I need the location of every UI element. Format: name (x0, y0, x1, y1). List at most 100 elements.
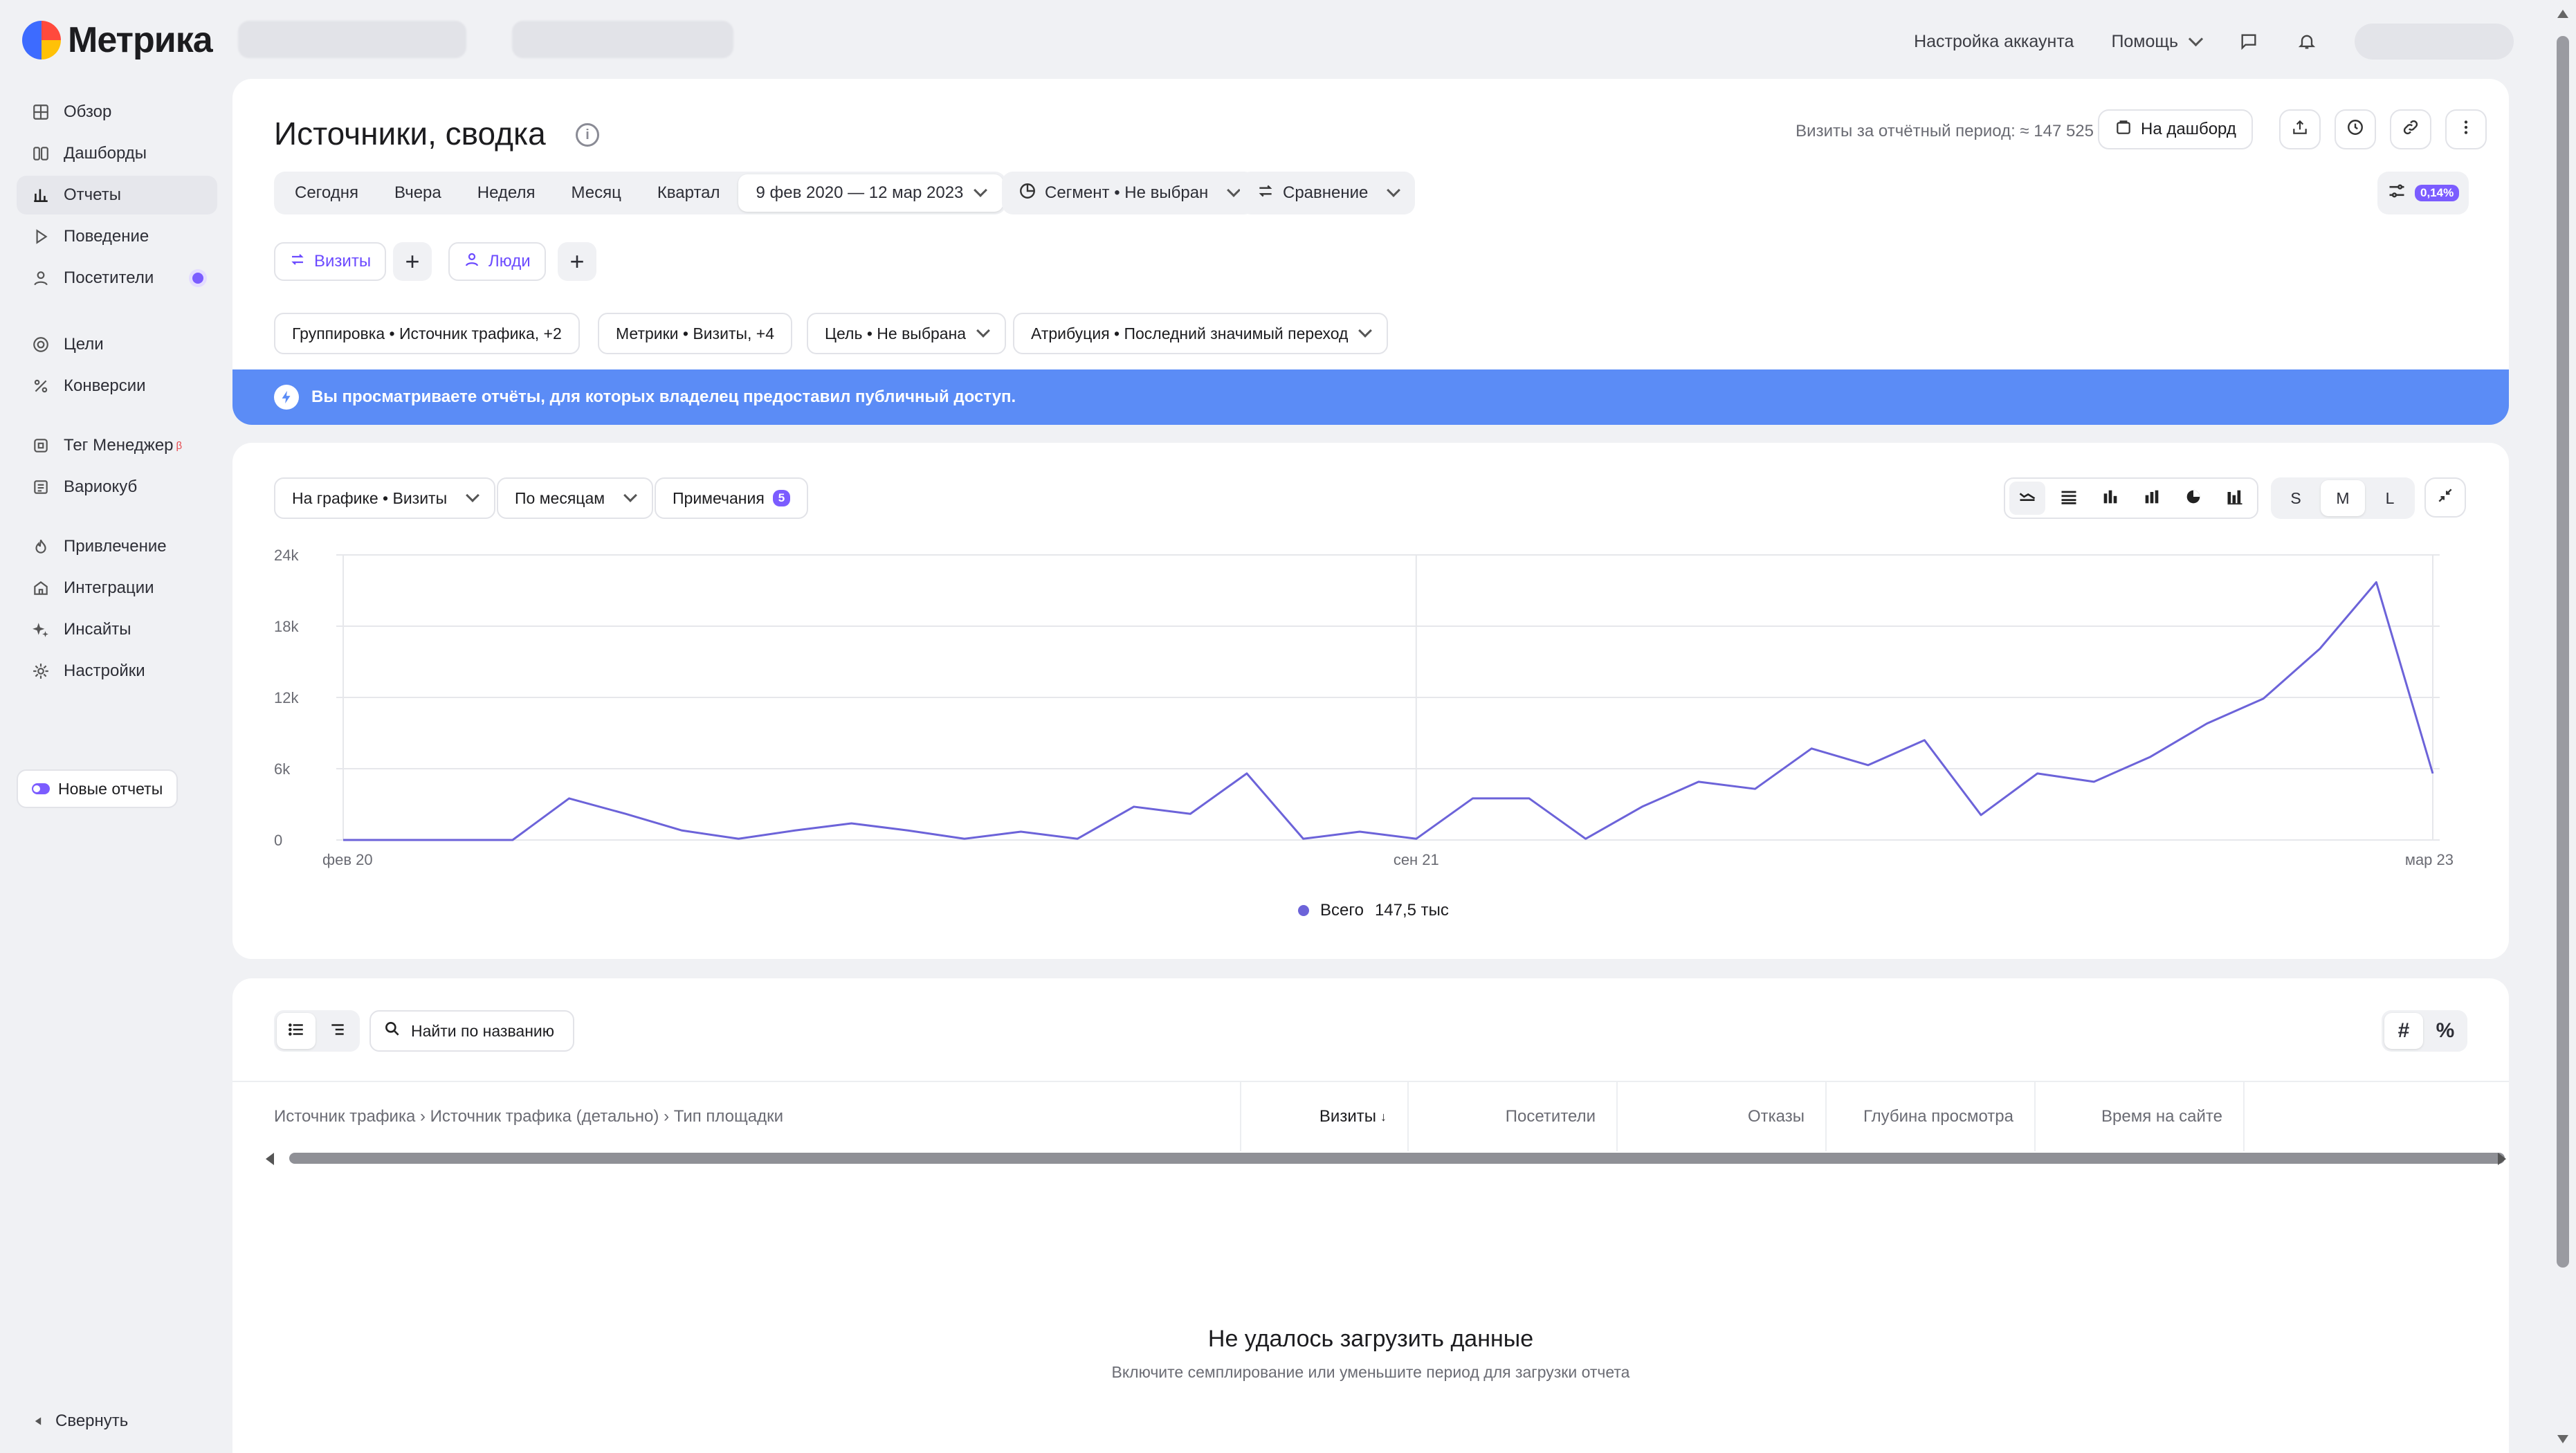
sidebar-item-goals[interactable]: Цели (17, 325, 217, 364)
sidebar-item-visitors[interactable]: Посетители (17, 259, 217, 298)
sliders-icon (2387, 181, 2406, 205)
lightning-icon (274, 385, 299, 410)
period-today[interactable]: Сегодня (295, 183, 358, 202)
history-button[interactable] (2335, 109, 2376, 149)
scroll-right-icon[interactable] (2498, 1153, 2506, 1165)
absolute-values-button[interactable]: # (2384, 1013, 2423, 1049)
chart-size-selector: S M L (2271, 477, 2415, 519)
size-s-button[interactable]: S (2290, 488, 2301, 507)
help-menu[interactable]: Помощь (2111, 32, 2201, 52)
sidebar-item-reports[interactable]: Отчеты (17, 176, 217, 214)
tree-view-button[interactable] (318, 1013, 357, 1049)
horizontal-scrollbar[interactable] (260, 1151, 2506, 1165)
share-link-button[interactable] (2390, 109, 2431, 149)
grouping-selector[interactable]: Группировка • Источник трафика, +2 (274, 313, 580, 354)
sidebar-item-overview[interactable]: Обзор (17, 93, 217, 131)
chart-legend[interactable]: Всего 147,5 тыс (1298, 901, 1449, 920)
more-button[interactable] (2445, 109, 2487, 149)
bell-icon[interactable] (2296, 31, 2317, 52)
stacked-bar-chart-type-button[interactable] (2134, 482, 2170, 515)
sidebar-item-integrations[interactable]: Интеграции (17, 569, 217, 607)
line-chart-type-button[interactable] (2009, 482, 2045, 515)
sidebar-item-variocube[interactable]: Вариокуб (17, 468, 217, 506)
logo[interactable]: Метрика (22, 19, 213, 61)
period-yesterday[interactable]: Вчера (394, 183, 441, 202)
add-people-segment-button[interactable]: + (558, 242, 596, 281)
period-quarter[interactable]: Квартал (657, 183, 720, 202)
period-month[interactable]: Месяц (571, 183, 621, 202)
bar-chart-type-button[interactable] (2092, 482, 2128, 515)
chat-icon[interactable] (2238, 31, 2259, 52)
collapse-chart-button[interactable] (2424, 477, 2466, 518)
user-avatar[interactable] (2355, 24, 2514, 60)
chart-metric-dropdown[interactable]: На графике • Визиты (274, 477, 496, 519)
series-line-total (343, 581, 2434, 841)
export-button[interactable] (2279, 109, 2321, 149)
collapse-sidebar-button[interactable]: Свернуть (33, 1411, 128, 1431)
site-selector[interactable] (238, 21, 466, 58)
search-icon (383, 1020, 401, 1042)
comparison-dropdown[interactable]: Сравнение (1240, 172, 1416, 214)
column-time-on-site[interactable]: Время на сайте (2036, 1082, 2245, 1151)
sidebar-item-dashboards[interactable]: Дашборды (17, 134, 217, 173)
sidebar-item-label: Интеграции (64, 578, 154, 597)
sidebar-item-insights[interactable]: Инсайты (17, 610, 217, 649)
sidebar-item-settings[interactable]: Настройки (17, 652, 217, 691)
to-dashboard-button[interactable]: На дашборд (2098, 109, 2253, 149)
y-tick-label: 24k (274, 547, 299, 564)
sidebar-item-tag-manager[interactable]: Тег Менеджер β (17, 426, 217, 465)
report-header-card: Источники, сводка i Визиты за отчётный п… (232, 79, 2509, 425)
more-vertical-icon (2457, 118, 2475, 141)
sidebar-item-conversions[interactable]: Конверсии (17, 367, 217, 405)
percent-values-button[interactable]: % (2436, 1019, 2455, 1042)
period-week[interactable]: Неделя (477, 183, 536, 202)
legend-series-name: Всего (1320, 901, 1364, 920)
size-l-button[interactable]: L (2385, 488, 2395, 507)
goal-dropdown[interactable]: Цель • Не выбрана (807, 313, 1007, 354)
scroll-left-icon[interactable] (266, 1153, 274, 1165)
sidebar-item-acquisition[interactable]: Привлечение (17, 527, 217, 566)
pie-chart-type-button[interactable] (2175, 482, 2211, 515)
table-search[interactable]: Найти по названию (369, 1010, 574, 1052)
new-reports-toggle[interactable]: Новые отчеты (17, 769, 179, 808)
column-visitors[interactable]: Посетители (1409, 1082, 1618, 1151)
page-scrollbar[interactable] (2555, 7, 2570, 1446)
segment-dropdown[interactable]: Сегмент • Не выбран (1002, 172, 1256, 214)
chart-granularity-dropdown[interactable]: По месяцам (497, 477, 654, 519)
info-icon[interactable]: i (576, 123, 599, 147)
export-icon (2291, 118, 2309, 141)
column-visits[interactable]: Визиты ↓ (1200, 1082, 1409, 1151)
account-settings-link[interactable]: Настройка аккаунта (1914, 31, 2074, 51)
add-visits-segment-button[interactable]: + (393, 242, 432, 281)
link-icon (2402, 118, 2420, 141)
counter-selector[interactable] (512, 21, 733, 58)
sampling-settings-button[interactable]: 0,14% (2377, 172, 2469, 214)
page-scrollbar-thumb[interactable] (2557, 36, 2569, 1268)
date-range-picker[interactable]: 9 фев 2020 — 12 мар 2023 (738, 174, 1004, 212)
segment-visits-chip[interactable]: Визиты (274, 242, 387, 281)
segment-people-chip[interactable]: Люди (448, 242, 546, 281)
attribution-dropdown[interactable]: Атрибуция • Последний значимый переход (1013, 313, 1389, 354)
notes-button[interactable]: Примечания 5 (655, 477, 809, 519)
scroll-down-icon[interactable] (2557, 1435, 2568, 1443)
histogram-chart-type-button[interactable] (2217, 482, 2253, 515)
minimize-icon (2436, 486, 2454, 509)
help-label: Помощь (2111, 31, 2178, 51)
variocube-icon (30, 477, 51, 497)
column-page-depth[interactable]: Глубина просмотра (1827, 1082, 2036, 1151)
sidebar-item-behavior[interactable]: Поведение (17, 217, 217, 256)
flat-view-button[interactable] (277, 1013, 316, 1049)
page-title: Источники, сводка (274, 116, 546, 152)
sidebar-item-label: Обзор (64, 102, 112, 121)
metrics-selector[interactable]: Метрики • Визиты, +4 (598, 313, 793, 354)
size-m-button[interactable]: M (2321, 480, 2365, 516)
date-range-label: 9 фев 2020 — 12 мар 2023 (756, 183, 964, 202)
segment-visits-label: Визиты (314, 252, 372, 271)
grouping-column-header[interactable]: Источник трафика › Источник трафика (дет… (274, 1082, 1241, 1151)
scrollbar-thumb[interactable] (289, 1153, 2505, 1164)
column-bounces[interactable]: Отказы (1618, 1082, 1827, 1151)
goal-label: Цель • Не выбрана (825, 324, 967, 342)
area-chart-type-button[interactable] (2051, 482, 2087, 515)
scroll-up-icon[interactable] (2557, 10, 2568, 18)
value-mode-selector: # % (2382, 1010, 2467, 1052)
